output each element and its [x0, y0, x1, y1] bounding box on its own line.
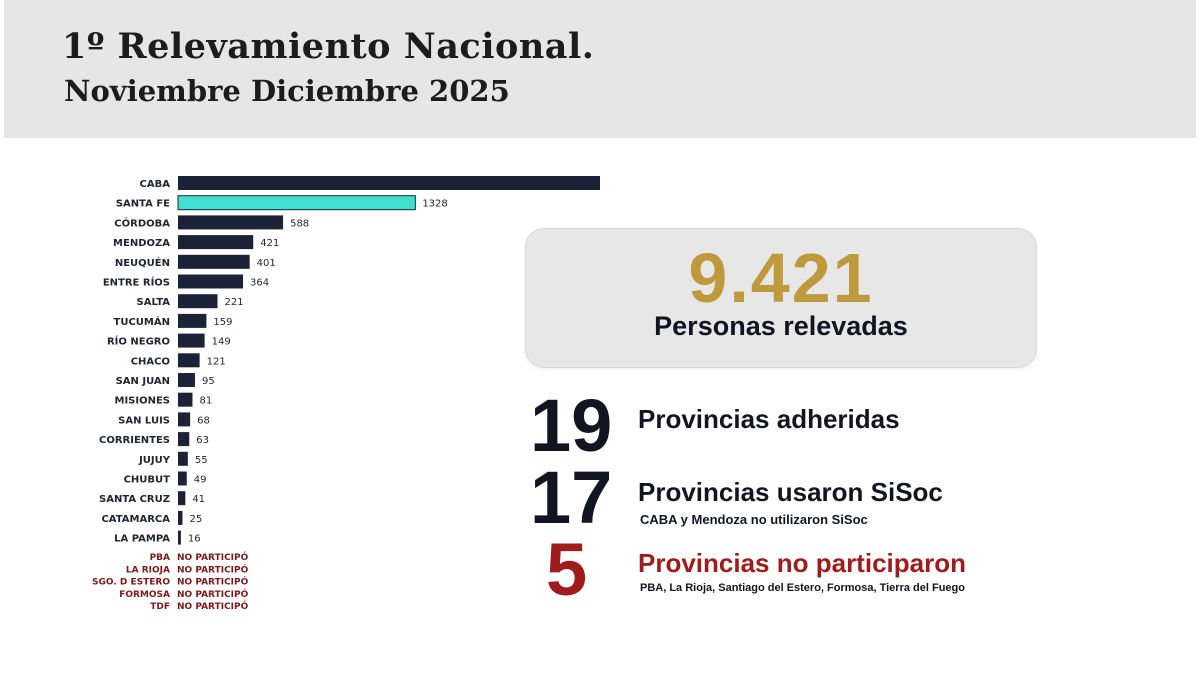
bar-label: SANTA FE: [116, 199, 170, 210]
bar-label: SALTA: [137, 297, 171, 308]
bar-label: SAN JUAN: [116, 376, 170, 387]
bar-value-label: 55: [195, 455, 208, 466]
bar-value-label: 1328: [422, 199, 447, 210]
non-participating-number: 5: [546, 528, 588, 611]
bar-label: ENTRE RÍOS: [103, 276, 170, 289]
non-participant-status: NO PARTICIPÓ: [177, 563, 249, 575]
province-bar-chart: CABA5176SANTA FE1328CÓRDOBA588MENDOZA421…: [92, 176, 600, 612]
non-participant-label: TDF: [150, 602, 170, 612]
sisoc-provinces-label: Provincias usaron SiSoc: [638, 477, 943, 507]
sisoc-provinces-number: 17: [530, 456, 613, 539]
non-participant-status: NO PARTICIPÓ: [177, 576, 249, 588]
bar: [178, 176, 600, 190]
non-participant-label: LA RIOJA: [126, 565, 170, 575]
bar-label: CHUBUT: [124, 475, 171, 486]
bar-value-label: 401: [257, 258, 276, 269]
total-persons-label: Personas relevadas: [654, 311, 908, 341]
bar-label: TUCUMÁN: [114, 315, 170, 328]
non-participant-label: PBA: [150, 553, 170, 563]
bar-value-label: 41: [192, 494, 205, 505]
non-participant-status: NO PARTICIPÓ: [177, 600, 249, 612]
bar: [178, 254, 250, 269]
bar: [178, 530, 181, 545]
non-participant-status: NO PARTICIPÓ: [177, 551, 249, 563]
bar-label: NEUQUÉN: [115, 256, 170, 269]
bar-label: MISIONES: [115, 396, 171, 407]
non-participant-label: FORMOSA: [119, 590, 170, 600]
bar-label: CORRIENTES: [99, 435, 170, 446]
bar: [178, 353, 200, 368]
non-participant-status: NO PARTICIPÓ: [177, 588, 249, 600]
bar: [178, 313, 207, 328]
bar-label: CATAMARCA: [101, 514, 170, 525]
bar-value-label: 25: [189, 514, 202, 525]
bar-value-label: 588: [290, 218, 309, 229]
total-persons-number: 9.421: [688, 239, 874, 317]
header-banner: [4, 0, 1196, 138]
bar-value-label: 364: [250, 278, 269, 289]
bar: [178, 510, 183, 525]
bar: [178, 451, 188, 466]
bar-value-label: 421: [260, 238, 279, 249]
bar: [178, 471, 187, 486]
sisoc-provinces-note: CABA y Mendoza no utilizaron SiSoc: [640, 512, 868, 527]
page-subtitle: Noviembre Diciembre 2025: [64, 74, 510, 108]
adhered-provinces-number: 19: [530, 384, 613, 467]
adhered-provinces-label: Provincias adheridas: [638, 404, 900, 434]
page-title: 1º Relevamiento Nacional.: [62, 26, 595, 67]
bar: [178, 432, 190, 447]
bar: [178, 235, 254, 250]
bar-label: SAN LUIS: [118, 415, 170, 426]
bar-value-label: 63: [196, 435, 209, 446]
bar-value-label: 149: [212, 337, 231, 348]
bar-label: CABA: [140, 179, 171, 190]
bar-label: JUJUY: [138, 455, 171, 466]
bar-value-label: 221: [224, 297, 243, 308]
bar-label: CHACO: [131, 356, 170, 367]
non-participating-note: PBA, La Rioja, Santiago del Estero, Form…: [640, 582, 965, 594]
bar-value-label: 81: [199, 396, 212, 407]
bar: [178, 373, 195, 387]
bar: [178, 215, 284, 230]
bar: [177, 195, 416, 211]
bar: [178, 392, 193, 407]
bar: [178, 333, 205, 348]
bar: [178, 294, 218, 309]
bar-label: LA PAMPA: [114, 534, 170, 545]
bar: [178, 412, 191, 427]
bar-value-label: 121: [207, 356, 226, 367]
non-participating-label: Provincias no participaron: [638, 548, 966, 578]
non-participant-label: SGO. D ESTERO: [92, 578, 170, 588]
bar-value-label: 159: [213, 317, 232, 328]
bar-label: MENDOZA: [113, 238, 170, 249]
bar-label: RÍO NEGRO: [107, 335, 170, 348]
bar: [178, 491, 186, 506]
total-summary-card: 9.421 Personas relevadas: [526, 229, 1036, 367]
bar: [178, 274, 244, 289]
bar-value-label: 16: [188, 534, 201, 545]
bar-value-label: 68: [197, 415, 210, 426]
bar-label: CÓRDOBA: [114, 216, 170, 229]
bar-label: SANTA CRUZ: [99, 494, 170, 505]
bar-value-label: 95: [202, 376, 215, 387]
bar-value-label: 49: [194, 475, 207, 486]
